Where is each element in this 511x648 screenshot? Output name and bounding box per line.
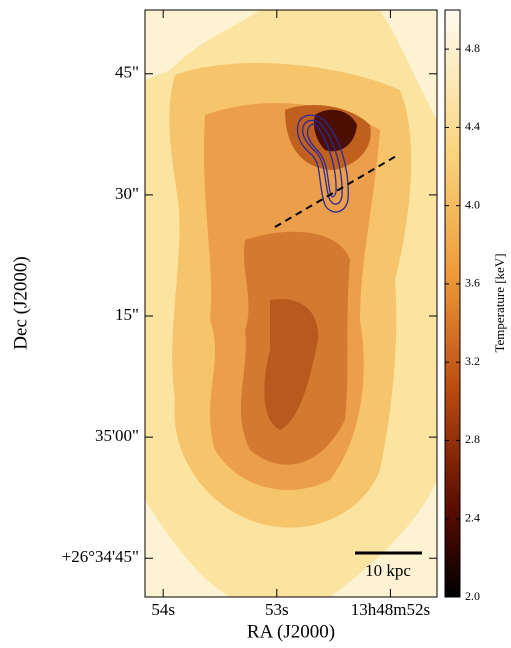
x-tick-label: 54s	[151, 600, 175, 619]
x-tick-label: 53s	[265, 600, 289, 619]
temperature-map	[145, 10, 437, 597]
y-axis-label: Dec (J2000)	[10, 256, 31, 349]
y-tick-label: 35'00"	[95, 426, 139, 445]
colorbar-tick-label: 4.4	[465, 119, 480, 133]
scale-bar-label: 10 kpc	[365, 561, 411, 580]
y-tick-label: 15"	[115, 305, 139, 324]
x-axis-label: RA (J2000)	[247, 621, 335, 642]
colorbar-tick-label: 4.0	[465, 197, 480, 211]
y-tick-label: 30"	[115, 184, 139, 203]
colorbar-tick-label: 3.6	[465, 276, 480, 290]
colorbar-tick-label: 2.0	[465, 589, 480, 603]
radio-contours	[296, 114, 349, 213]
plot-frame	[144, 9, 438, 598]
colorbar-label: Temperature [keV]	[492, 253, 507, 352]
colorbar-tick-label: 2.4	[465, 510, 480, 524]
colorbar-tick-label: 4.8	[465, 41, 480, 55]
colorbar-tick-label: 2.8	[465, 432, 480, 446]
x-tick-label: 13h48m52s	[351, 600, 430, 619]
y-tick-label: +26°34'45"	[62, 547, 139, 566]
y-tick-label: 45"	[115, 63, 139, 82]
colorbar-tick-label: 3.2	[465, 354, 480, 368]
colorbar	[444, 9, 461, 598]
